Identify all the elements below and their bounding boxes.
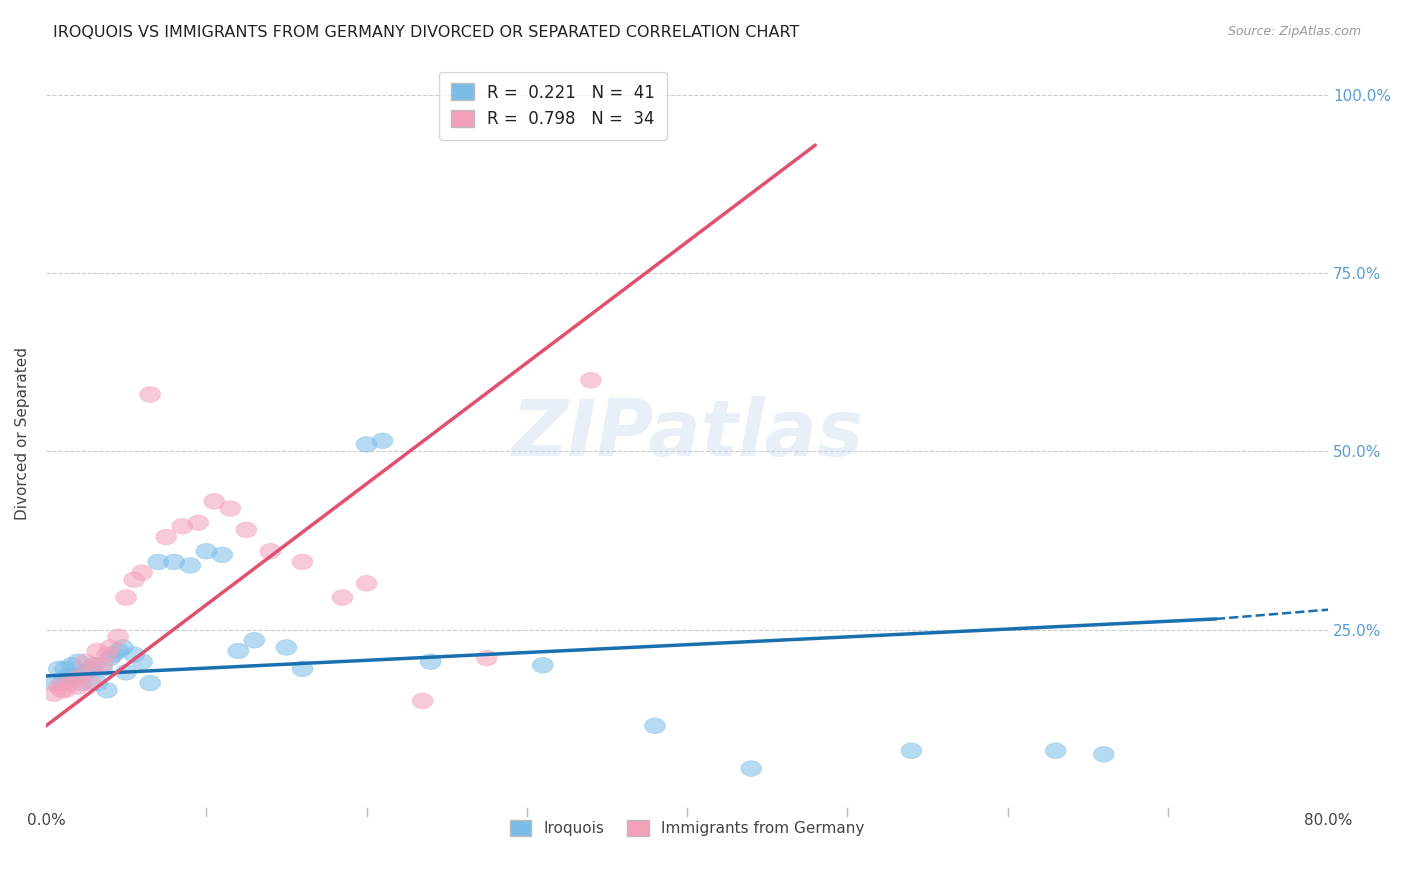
Ellipse shape	[100, 640, 121, 656]
Ellipse shape	[533, 657, 553, 673]
Ellipse shape	[115, 590, 136, 606]
Ellipse shape	[97, 682, 117, 698]
Ellipse shape	[67, 679, 89, 695]
Ellipse shape	[276, 640, 297, 656]
Ellipse shape	[356, 436, 377, 452]
Ellipse shape	[55, 682, 76, 698]
Ellipse shape	[236, 522, 257, 538]
Ellipse shape	[80, 661, 101, 677]
Ellipse shape	[180, 558, 201, 574]
Ellipse shape	[741, 761, 762, 776]
Ellipse shape	[58, 668, 79, 684]
Ellipse shape	[204, 493, 225, 509]
Ellipse shape	[124, 572, 145, 588]
Ellipse shape	[243, 632, 264, 648]
Ellipse shape	[901, 743, 922, 758]
Ellipse shape	[44, 686, 65, 702]
Ellipse shape	[139, 675, 160, 691]
Ellipse shape	[48, 679, 69, 695]
Ellipse shape	[124, 647, 145, 663]
Ellipse shape	[477, 650, 498, 666]
Ellipse shape	[581, 372, 602, 388]
Ellipse shape	[644, 718, 665, 733]
Ellipse shape	[132, 654, 153, 670]
Ellipse shape	[332, 590, 353, 606]
Ellipse shape	[148, 554, 169, 570]
Ellipse shape	[195, 543, 217, 559]
Ellipse shape	[70, 668, 91, 684]
Ellipse shape	[91, 661, 112, 677]
Ellipse shape	[1094, 747, 1114, 762]
Ellipse shape	[44, 675, 65, 691]
Ellipse shape	[260, 543, 281, 559]
Ellipse shape	[188, 515, 208, 531]
Ellipse shape	[420, 654, 441, 670]
Ellipse shape	[1045, 743, 1066, 758]
Ellipse shape	[87, 675, 108, 691]
Ellipse shape	[87, 643, 108, 659]
Ellipse shape	[139, 386, 160, 402]
Ellipse shape	[292, 661, 312, 677]
Ellipse shape	[65, 668, 86, 684]
Ellipse shape	[356, 575, 377, 591]
Ellipse shape	[97, 647, 117, 663]
Ellipse shape	[156, 529, 177, 545]
Ellipse shape	[219, 500, 240, 516]
Ellipse shape	[132, 565, 153, 581]
Ellipse shape	[172, 518, 193, 534]
Ellipse shape	[83, 657, 104, 673]
Ellipse shape	[112, 640, 134, 656]
Ellipse shape	[83, 657, 104, 673]
Legend: Iroquois, Immigrants from Germany: Iroquois, Immigrants from Germany	[501, 811, 873, 845]
Ellipse shape	[70, 675, 91, 691]
Ellipse shape	[67, 654, 89, 670]
Text: ZIPatlas: ZIPatlas	[510, 396, 863, 472]
Ellipse shape	[292, 554, 312, 570]
Ellipse shape	[62, 657, 82, 673]
Ellipse shape	[115, 665, 136, 681]
Ellipse shape	[91, 657, 112, 673]
Ellipse shape	[103, 647, 124, 663]
Ellipse shape	[228, 643, 249, 659]
Ellipse shape	[76, 665, 97, 681]
Ellipse shape	[373, 433, 392, 449]
Ellipse shape	[100, 650, 121, 666]
Text: Source: ZipAtlas.com: Source: ZipAtlas.com	[1227, 25, 1361, 38]
Ellipse shape	[212, 547, 232, 563]
Ellipse shape	[65, 672, 86, 688]
Ellipse shape	[163, 554, 184, 570]
Ellipse shape	[108, 629, 128, 645]
Ellipse shape	[52, 675, 73, 691]
Ellipse shape	[80, 675, 101, 691]
Ellipse shape	[59, 675, 80, 691]
Ellipse shape	[108, 643, 128, 659]
Ellipse shape	[48, 661, 69, 677]
Ellipse shape	[76, 654, 97, 670]
Ellipse shape	[52, 682, 73, 698]
Y-axis label: Divorced or Separated: Divorced or Separated	[15, 347, 30, 520]
Text: IROQUOIS VS IMMIGRANTS FROM GERMANY DIVORCED OR SEPARATED CORRELATION CHART: IROQUOIS VS IMMIGRANTS FROM GERMANY DIVO…	[53, 25, 800, 40]
Ellipse shape	[412, 693, 433, 709]
Ellipse shape	[55, 661, 76, 677]
